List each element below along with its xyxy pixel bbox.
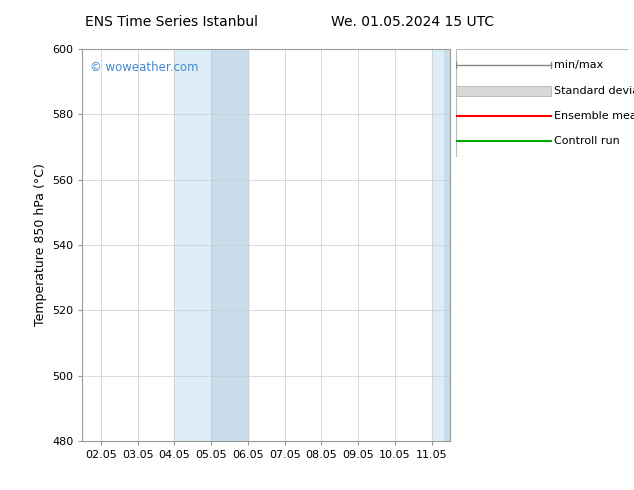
Text: © woweather.com: © woweather.com — [90, 61, 198, 74]
Text: min/max: min/max — [554, 60, 604, 70]
Text: Ensemble mean run: Ensemble mean run — [554, 111, 634, 121]
Text: ENS Time Series Istanbul: ENS Time Series Istanbul — [85, 15, 257, 29]
Text: Controll run: Controll run — [554, 136, 620, 146]
Y-axis label: Temperature 850 hPa (°C): Temperature 850 hPa (°C) — [34, 164, 46, 326]
FancyBboxPatch shape — [456, 86, 550, 97]
Bar — [432, 49, 468, 441]
Bar — [444, 49, 456, 441]
Text: Standard deviation: Standard deviation — [554, 86, 634, 96]
Text: We. 01.05.2024 15 UTC: We. 01.05.2024 15 UTC — [330, 15, 494, 29]
FancyBboxPatch shape — [456, 49, 628, 157]
Bar — [211, 49, 248, 441]
Bar — [174, 49, 248, 441]
